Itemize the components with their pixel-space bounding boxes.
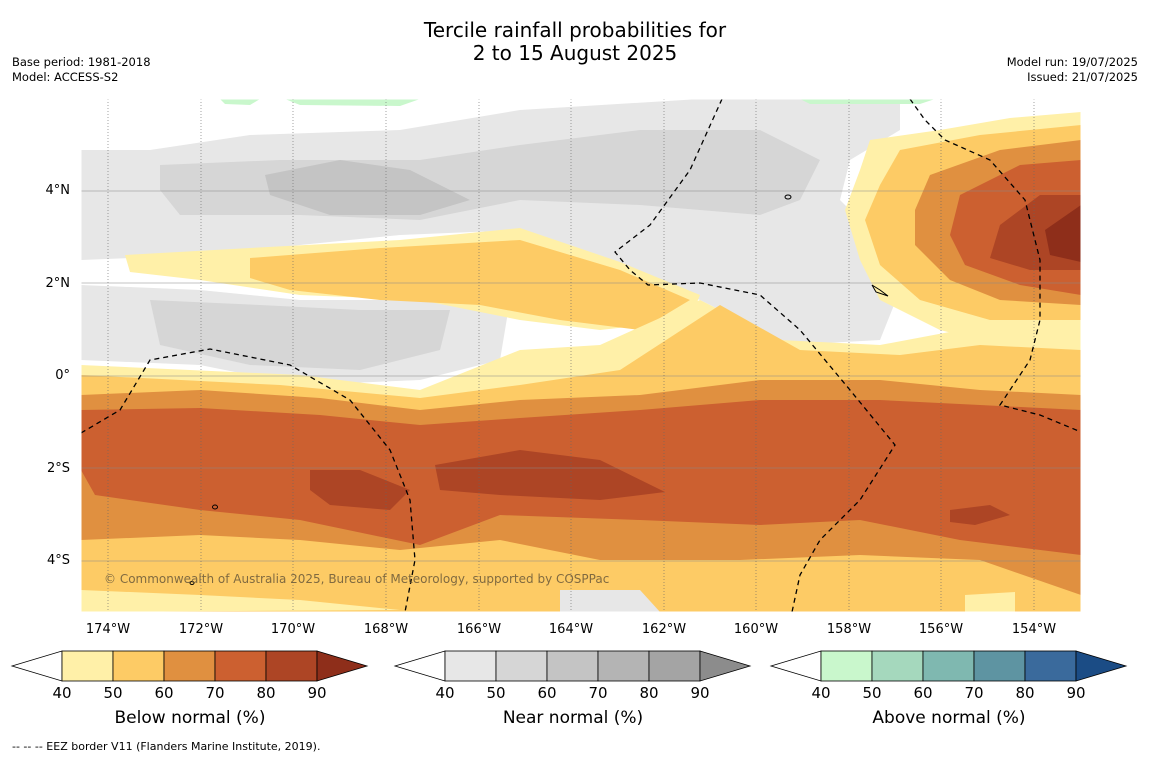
- lon-label: 154°W: [1011, 622, 1057, 637]
- colorbar-near-tick-label: 70: [588, 684, 608, 702]
- model-run-text: Model run: 19/07/2025: [1006, 55, 1138, 69]
- colorbar-above-under-triangle: [769, 650, 822, 682]
- below-normal-band-north-core: [250, 240, 690, 330]
- colorbar-above-over-triangle: [1075, 650, 1128, 682]
- colorbar-near-tick-label: 40: [435, 684, 455, 702]
- colorbar-below-segment: [265, 650, 318, 682]
- colorbar-below-segment: [214, 650, 267, 682]
- colorbar-near-segment: [597, 650, 650, 682]
- near-normal-south-patch: [560, 590, 660, 612]
- colorbar-near-segment: [495, 650, 548, 682]
- islands: [189, 194, 889, 585]
- colorbar-above-tick-label: 90: [1066, 684, 1086, 702]
- colorbar-above-segment: [1024, 650, 1077, 682]
- lat-label-4n: 4°N: [45, 183, 71, 198]
- colorbars: [10, 650, 1128, 682]
- colorbar-above-segment: [820, 650, 873, 682]
- colorbar-below-tick-label: 80: [256, 684, 276, 702]
- colorbar-above-tick-label: 50: [862, 684, 882, 702]
- lat-label-2n: 2°N: [45, 276, 71, 291]
- colorbar-above-segment: [973, 650, 1026, 682]
- colorbar-above-segment: [871, 650, 924, 682]
- lon-label: 168°W: [363, 622, 409, 637]
- lat-label-0: 0°: [55, 368, 70, 383]
- lon-label: 172°W: [178, 622, 224, 637]
- base-period-text: Base period: 1981-2018: [12, 55, 151, 69]
- colorbar-below-tick-label: 40: [52, 684, 72, 702]
- lat-label-2s: 2°S: [46, 461, 70, 476]
- title-line-2: 2 to 15 August 2025: [472, 41, 678, 65]
- model-text: Model: ACCESS-S2: [12, 70, 119, 84]
- above-normal-strip: [800, 99, 935, 104]
- colorbar-near-under-triangle: [393, 650, 446, 682]
- colorbar-below-segment: [61, 650, 114, 682]
- colorbar-title-below: Below normal (%): [114, 708, 266, 728]
- near-normal-region-south-core: [150, 300, 450, 370]
- colorbar-near-tick-label: 90: [690, 684, 710, 702]
- below-normal-south-pale: [81, 590, 400, 612]
- colorbar-near-tick-label: 60: [537, 684, 557, 702]
- gridlines: [81, 190, 1081, 562]
- colorbar-near-segment: [444, 650, 497, 682]
- below-normal-south-pale: [965, 592, 1015, 612]
- lon-label: 164°W: [548, 622, 594, 637]
- lon-label: 166°W: [456, 622, 502, 637]
- lon-label: 174°W: [85, 622, 131, 637]
- colorbar-near-tick-label: 50: [486, 684, 506, 702]
- colorbar-near-over-triangle: [699, 650, 752, 682]
- below-normal-band-core: [950, 505, 1010, 525]
- colorbar-below-tick-label: 70: [205, 684, 225, 702]
- colorbar-below-over-triangle: [316, 650, 369, 682]
- colorbar-below-tick-label: 50: [103, 684, 123, 702]
- above-normal-strip: [285, 99, 420, 106]
- colorbar-above-tick-label: 70: [964, 684, 984, 702]
- above-normal-strip: [220, 99, 260, 105]
- colorbar-below-tick-label: 60: [154, 684, 174, 702]
- lon-label: 160°W: [733, 622, 779, 637]
- eez-footnote: -- -- -- EEZ border V11 (Flanders Marine…: [12, 740, 321, 753]
- meta-right: Model run: 19/07/2025 Issued: 21/07/2025: [1007, 55, 1138, 85]
- near-normal-region-core: [265, 160, 470, 215]
- colorbar-title-above: Above normal (%): [872, 708, 1026, 728]
- eez-borders: [81, 99, 1081, 612]
- colorbar-below-tick-label: 90: [307, 684, 327, 702]
- lon-label: 158°W: [826, 622, 872, 637]
- colorbar-above-tick-label: 60: [913, 684, 933, 702]
- colorbar-below-under-triangle: [10, 650, 63, 682]
- lat-label-4s: 4°S: [46, 553, 70, 568]
- meta-left: Base period: 1981-2018 Model: ACCESS-S2: [12, 55, 151, 85]
- below-normal-band-core: [435, 450, 665, 500]
- colorbar-above-segment: [922, 650, 975, 682]
- colorbar-below-segment: [163, 650, 216, 682]
- below-normal-band-core: [310, 470, 410, 510]
- colorbar-above-tick-label: 80: [1015, 684, 1035, 702]
- lon-label: 170°W: [270, 622, 316, 637]
- colorbar-title-near: Near normal (%): [502, 708, 644, 728]
- map-title: Tercile rainfall probabilities for 2 to …: [0, 19, 1150, 65]
- lon-label: 156°W: [918, 622, 964, 637]
- colorbar-near-segment: [648, 650, 701, 682]
- colorbar-below-segment: [112, 650, 165, 682]
- colorbar-above-tick-label: 40: [811, 684, 831, 702]
- below-normal-ne-patch: [1045, 205, 1081, 262]
- lon-label: 162°W: [641, 622, 687, 637]
- issued-text: Issued: 21/07/2025: [1027, 70, 1138, 84]
- map-contours: [81, 99, 1081, 612]
- colorbar-near-tick-label: 80: [639, 684, 659, 702]
- copyright-watermark: © Commonwealth of Australia 2025, Bureau…: [104, 572, 610, 586]
- colorbar-near-segment: [546, 650, 599, 682]
- title-line-1: Tercile rainfall probabilities for: [423, 18, 727, 42]
